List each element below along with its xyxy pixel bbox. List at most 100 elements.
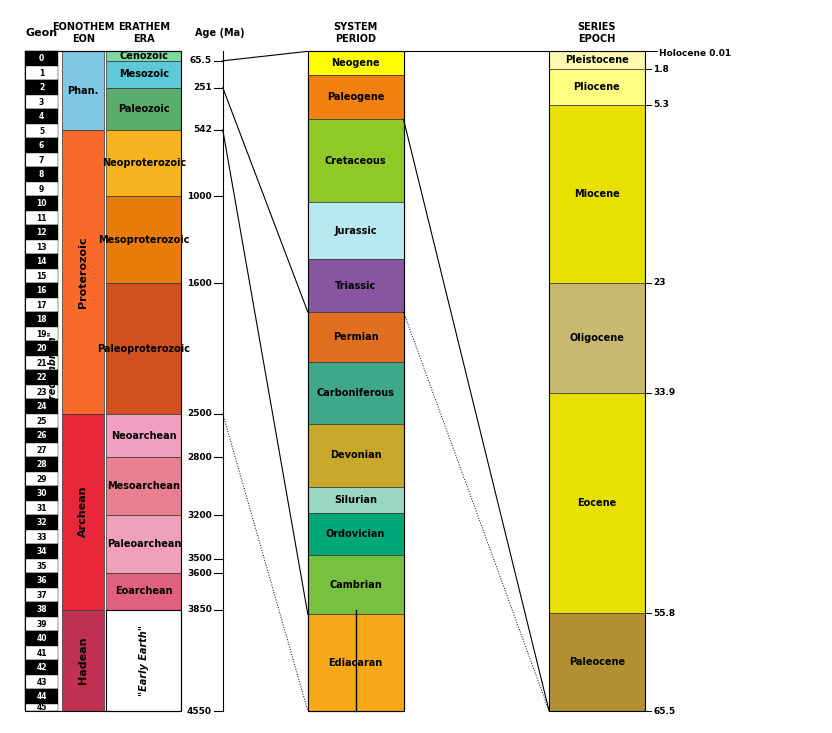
Bar	[308, 51, 404, 711]
Bar	[106, 283, 181, 414]
Text: 26: 26	[37, 431, 47, 440]
Bar	[25, 298, 58, 312]
Text: 3500: 3500	[187, 554, 212, 563]
Text: Hadean: Hadean	[78, 636, 88, 684]
Bar	[25, 182, 58, 196]
Bar	[106, 414, 181, 457]
Bar	[25, 81, 58, 95]
Bar	[25, 660, 58, 675]
Text: 1000: 1000	[187, 192, 212, 201]
Bar	[25, 704, 58, 711]
Bar	[106, 51, 181, 61]
Bar	[106, 573, 181, 610]
Text: Pleistocene: Pleistocene	[565, 56, 629, 65]
Bar	[308, 362, 404, 424]
Bar	[308, 51, 404, 75]
Text: 21: 21	[37, 358, 47, 367]
Bar	[25, 167, 58, 182]
Text: "Precambrian": "Precambrian"	[47, 330, 57, 410]
Text: Neoarchean: Neoarchean	[111, 430, 176, 441]
Text: 30: 30	[37, 489, 47, 498]
Text: 18: 18	[37, 315, 47, 324]
Text: 1.8: 1.8	[653, 65, 669, 74]
Bar	[25, 196, 58, 211]
Text: 23: 23	[37, 388, 47, 397]
Bar	[106, 130, 181, 196]
Text: Carboniferous: Carboniferous	[317, 388, 394, 398]
Bar	[25, 501, 58, 515]
Text: 23: 23	[653, 279, 666, 287]
Text: 32: 32	[37, 518, 47, 527]
Bar	[62, 51, 104, 130]
Text: 1600: 1600	[187, 279, 212, 288]
Bar	[106, 515, 181, 573]
Text: Oligocene: Oligocene	[570, 333, 624, 343]
Text: "Early Earth": "Early Earth"	[139, 625, 149, 696]
Bar	[25, 457, 58, 472]
Text: 3600: 3600	[187, 569, 212, 578]
Text: 65.5: 65.5	[190, 56, 212, 65]
Bar	[308, 424, 404, 487]
Text: Neogene: Neogene	[331, 58, 380, 68]
Bar	[25, 327, 58, 342]
Bar	[25, 573, 58, 588]
Text: 1: 1	[39, 69, 44, 78]
Text: 251: 251	[193, 84, 212, 92]
Text: 12: 12	[37, 228, 47, 237]
Bar	[25, 124, 58, 139]
Bar	[25, 545, 58, 559]
Bar	[25, 283, 58, 298]
Bar	[106, 61, 181, 88]
Text: 35: 35	[37, 561, 47, 570]
Text: SYSTEM
PERIOD: SYSTEM PERIOD	[334, 22, 378, 44]
Bar	[25, 559, 58, 573]
Bar	[25, 646, 58, 660]
Text: Silurian: Silurian	[334, 495, 377, 504]
Text: Archean: Archean	[78, 486, 88, 537]
Text: 7: 7	[39, 155, 44, 164]
Bar	[549, 614, 645, 711]
Bar	[25, 428, 58, 443]
Text: 16: 16	[37, 286, 47, 295]
Text: 31: 31	[37, 504, 47, 512]
Text: 4550: 4550	[187, 707, 212, 715]
Text: 3: 3	[39, 97, 44, 106]
Bar	[308, 512, 404, 555]
Text: 33.9: 33.9	[653, 388, 676, 397]
Text: 22: 22	[37, 373, 47, 382]
Bar	[106, 457, 181, 515]
Bar	[25, 109, 58, 124]
Text: 10: 10	[37, 199, 47, 208]
Bar	[25, 472, 58, 486]
Text: 6: 6	[39, 141, 44, 150]
Bar	[106, 610, 181, 711]
Text: 13: 13	[37, 243, 47, 251]
Bar	[549, 51, 645, 70]
Bar	[25, 342, 58, 356]
Text: 542: 542	[193, 125, 212, 134]
Text: Cretaceous: Cretaceous	[324, 155, 387, 166]
Text: 36: 36	[37, 576, 47, 585]
Text: Neoproterozoic: Neoproterozoic	[102, 158, 186, 168]
Text: Geon: Geon	[26, 28, 57, 38]
Bar	[25, 399, 58, 414]
Text: 2500: 2500	[187, 409, 212, 419]
Text: Paleoproterozoic: Paleoproterozoic	[97, 344, 191, 353]
Bar	[62, 610, 104, 711]
Bar	[25, 675, 58, 689]
Bar	[25, 211, 58, 225]
Bar	[25, 370, 58, 385]
Text: 17: 17	[37, 301, 47, 309]
Bar	[25, 443, 58, 457]
Text: 27: 27	[37, 446, 47, 454]
Bar	[549, 70, 645, 105]
Text: Pliocene: Pliocene	[573, 82, 621, 92]
Text: Miocene: Miocene	[574, 189, 620, 199]
Bar	[62, 130, 104, 414]
Bar	[25, 139, 58, 152]
Text: Paleogene: Paleogene	[327, 92, 384, 103]
Text: 4: 4	[39, 112, 44, 121]
Bar	[308, 487, 404, 512]
Text: 11: 11	[37, 213, 47, 223]
Text: 39: 39	[37, 619, 47, 628]
